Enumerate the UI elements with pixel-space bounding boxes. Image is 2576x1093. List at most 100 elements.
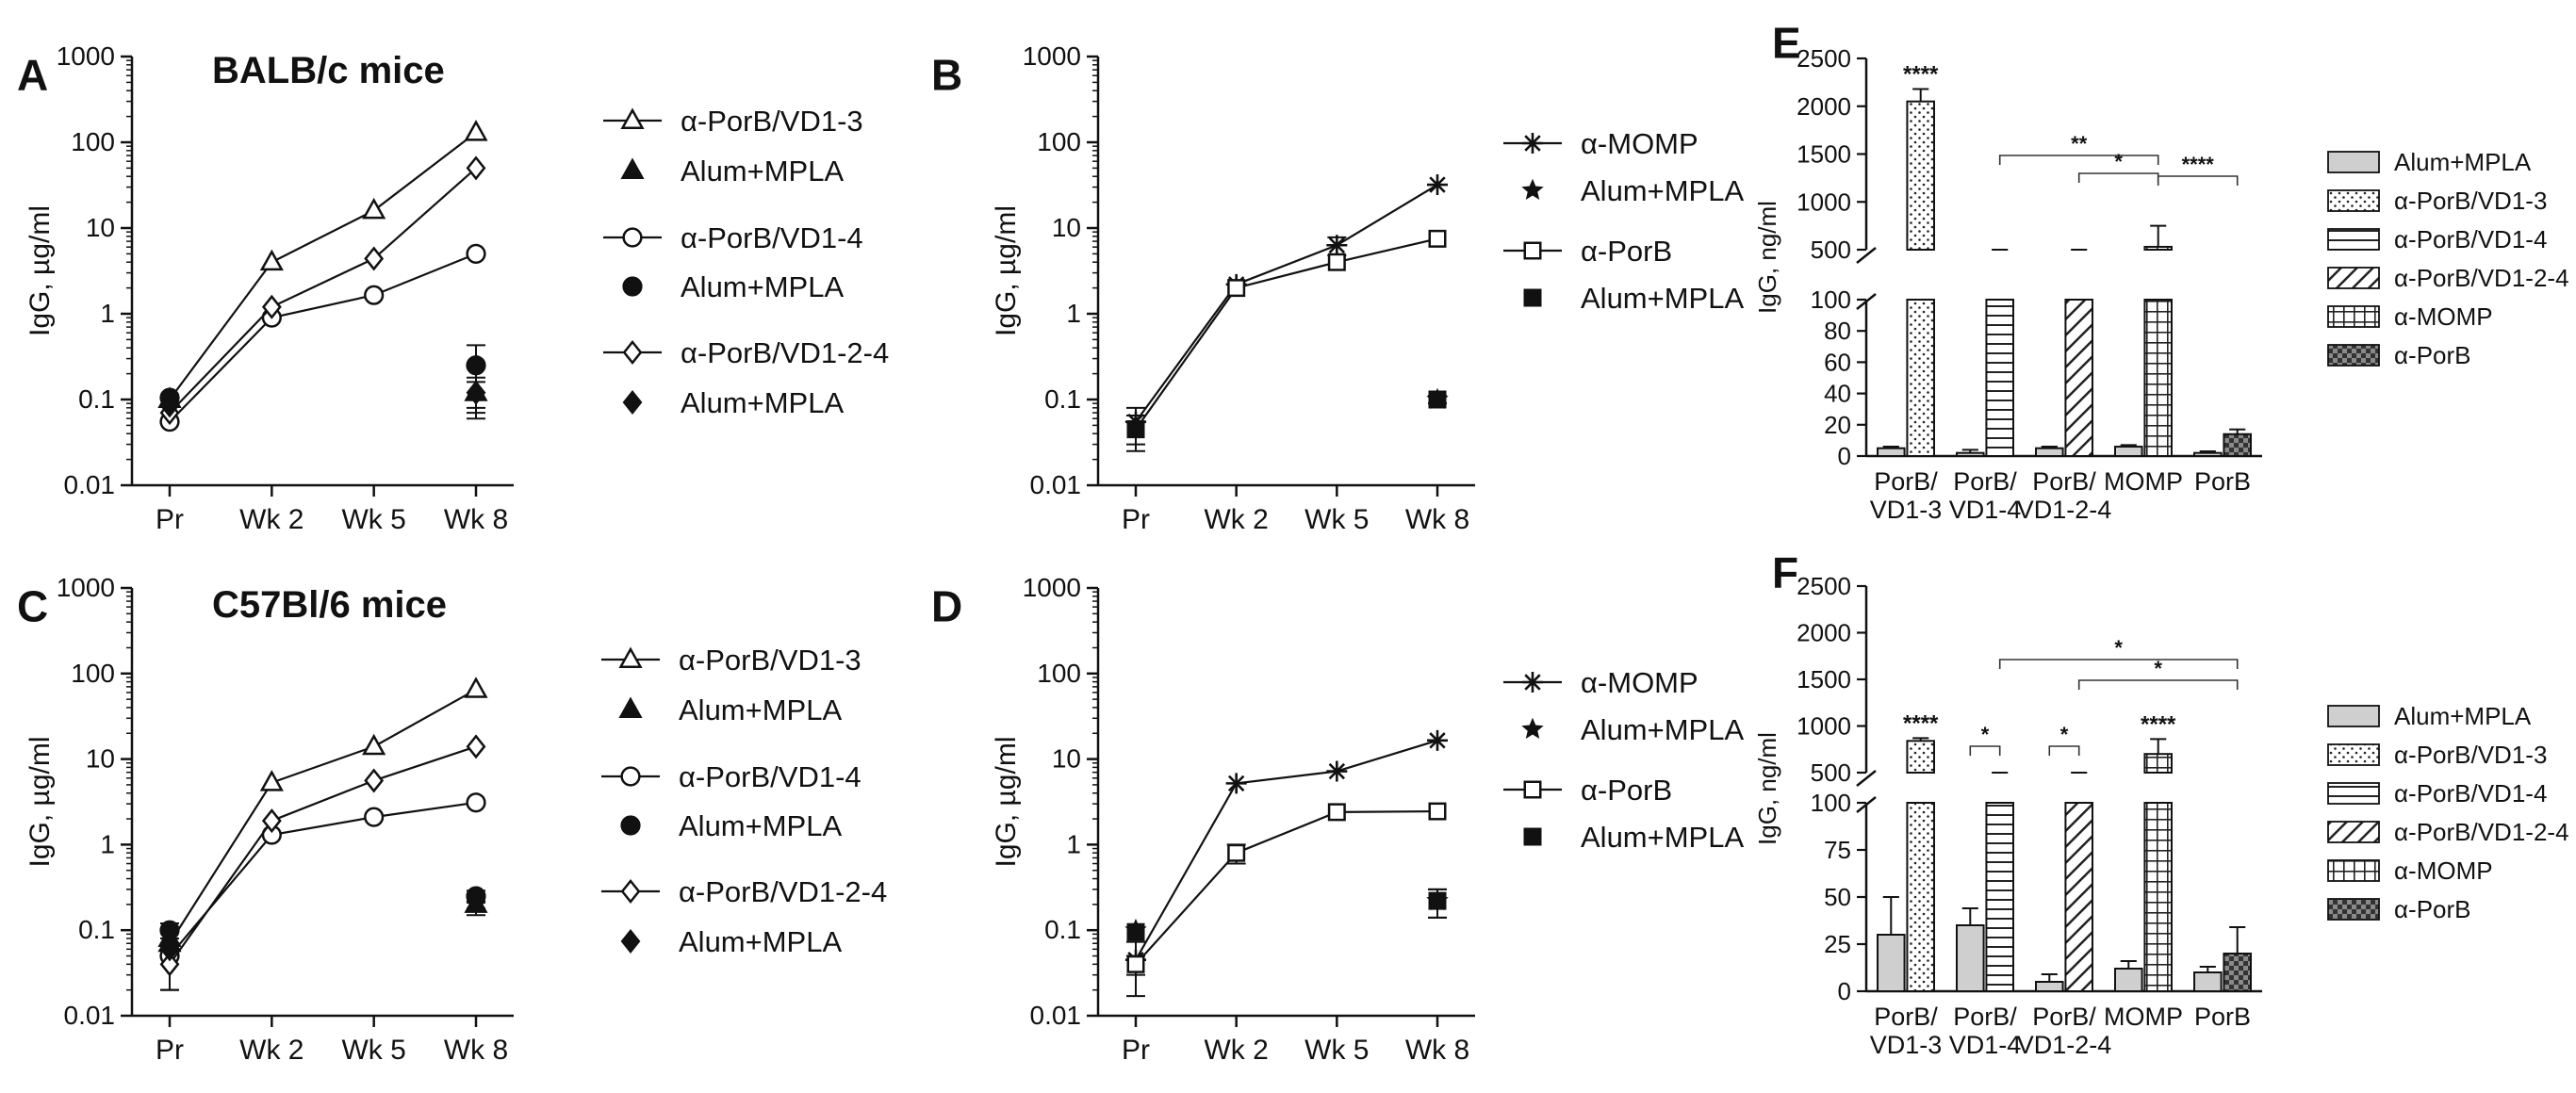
x-tick-label: Wk 2 — [1204, 504, 1268, 535]
data-point — [1428, 390, 1447, 409]
bar — [1877, 934, 1906, 992]
significance-bracket — [2157, 175, 2239, 186]
legend-label: α-PorB/VD1-4 — [679, 760, 861, 793]
legend-label: Alum+MPLA — [1581, 713, 1744, 746]
series-line — [169, 167, 477, 414]
data-point — [261, 808, 282, 834]
y-tick-label: 0.01 — [64, 470, 116, 499]
legend-marker — [1523, 827, 1542, 846]
data-point — [259, 249, 284, 271]
y-tick-label: 1 — [1066, 299, 1081, 328]
chart-panel-c: C C57Bl/6 mice 0.01 0.1 1 10 100 1000 IgG, µg/ml… — [17, 573, 887, 1066]
legend-label: α-PorB/VD1-2-4 — [2394, 264, 2569, 292]
panel-label: C — [17, 582, 48, 631]
data-point — [1428, 891, 1447, 910]
legend-label: α-PorB/VD1-4 — [681, 221, 863, 254]
x-tick-label: VD1-2-4 — [2017, 496, 2112, 524]
x-tick-label: PorB — [2194, 1003, 2251, 1031]
legend-swatch — [2327, 898, 2380, 921]
y-tick-label: 100 — [1811, 789, 1851, 817]
y-tick-label: 1000 — [1023, 41, 1081, 71]
legend-label: α-PorB/VD1-3 — [681, 105, 863, 138]
bar — [1956, 924, 1985, 992]
data-point — [1227, 279, 1246, 298]
y-tick-label: 2000 — [1797, 619, 1851, 647]
x-tick-label: PorB/ — [1874, 467, 1938, 496]
y-tick-label: 25 — [1824, 930, 1851, 958]
legend-label: α-PorB — [2394, 895, 2471, 923]
legend-label: α-PorB/VD1-3 — [679, 644, 861, 677]
significance-bracket — [2077, 172, 2159, 183]
data-point — [362, 197, 386, 220]
bar-lower — [1906, 299, 1935, 457]
bar-lower — [1906, 802, 1935, 992]
y-tick-label: 1000 — [57, 573, 115, 602]
y-tick-label: 75 — [1824, 836, 1851, 864]
legend-marker — [1521, 178, 1544, 200]
panel-label: F — [1772, 548, 1798, 597]
y-tick-label: 100 — [1037, 659, 1081, 688]
x-tick-label: Pr — [1122, 504, 1150, 535]
series-line — [1135, 809, 1438, 966]
x-tick-label: Wk 2 — [239, 504, 304, 535]
data-point — [1126, 922, 1145, 941]
x-tick-label: MOMP — [2104, 467, 2183, 496]
axis-break-mark — [1856, 293, 1877, 310]
significance-label: * — [1981, 723, 1990, 746]
data-point — [159, 393, 180, 418]
data-point — [362, 733, 386, 756]
legend-label: α-PorB — [1581, 235, 1672, 268]
x-tick-label: VD1-3 — [1870, 1031, 1943, 1059]
y-tick-label: 40 — [1824, 380, 1851, 408]
y-tick-label: 2500 — [1797, 572, 1851, 600]
legend-label: α-PorB/VD1-2-4 — [679, 875, 887, 908]
legend-marker — [1522, 133, 1543, 154]
legend-marker — [618, 696, 643, 718]
y-tick-label: 0 — [1838, 442, 1851, 470]
x-tick-label: VD1-4 — [1949, 1031, 2022, 1059]
legend-marker — [1523, 241, 1542, 260]
significance-label: **** — [2141, 711, 2176, 737]
significance-bracket — [2077, 679, 2239, 690]
series-line — [1135, 739, 1438, 961]
significance-bracket — [1998, 659, 2239, 669]
y-tick-label: 100 — [1037, 127, 1081, 156]
y-tick-label: 1000 — [57, 41, 115, 71]
bar — [2193, 451, 2223, 457]
x-tick-label: VD1-3 — [1870, 496, 1943, 524]
significance-label: * — [2114, 636, 2123, 660]
y-axis-label: IgG, ng/ml — [1753, 732, 1781, 845]
data-point — [466, 380, 486, 405]
significance-label: **** — [1903, 61, 1939, 87]
legend-label: Alum+MPLA — [2394, 148, 2532, 176]
x-tick-label: Pr — [156, 504, 184, 535]
significance-label: ** — [2071, 132, 2088, 155]
data-point — [466, 243, 486, 264]
data-point — [1428, 802, 1447, 821]
legend-swatch — [2327, 743, 2380, 766]
bar-lower — [2143, 299, 2173, 457]
y-tick-label: 0.01 — [64, 1001, 116, 1030]
data-point — [1327, 253, 1346, 271]
y-tick-label: 1500 — [1797, 140, 1851, 169]
legend-label: Alum+MPLA — [679, 925, 842, 958]
data-point — [1327, 803, 1346, 822]
legend-swatch — [2327, 782, 2380, 805]
axis-break-mark — [1856, 796, 1877, 813]
panel-label: A — [17, 51, 48, 100]
legend-marker — [622, 276, 643, 297]
legend-swatch — [2327, 305, 2380, 328]
y-axis-label: IgG, µg/ml — [25, 737, 56, 868]
series-line — [1135, 184, 1438, 423]
data-point — [1326, 760, 1348, 782]
data-point — [464, 677, 488, 698]
x-tick-label: MOMP — [2104, 1003, 2183, 1031]
x-tick-label: Wk 8 — [444, 504, 508, 535]
axis-break-mark — [1856, 247, 1877, 264]
legend-label: α-MOMP — [2394, 856, 2493, 885]
y-tick-label: 1000 — [1797, 712, 1851, 741]
legend-label: Alum+MPLA — [679, 693, 842, 726]
x-tick-label: Wk 8 — [444, 1035, 508, 1066]
bar-lower — [2064, 299, 2093, 457]
